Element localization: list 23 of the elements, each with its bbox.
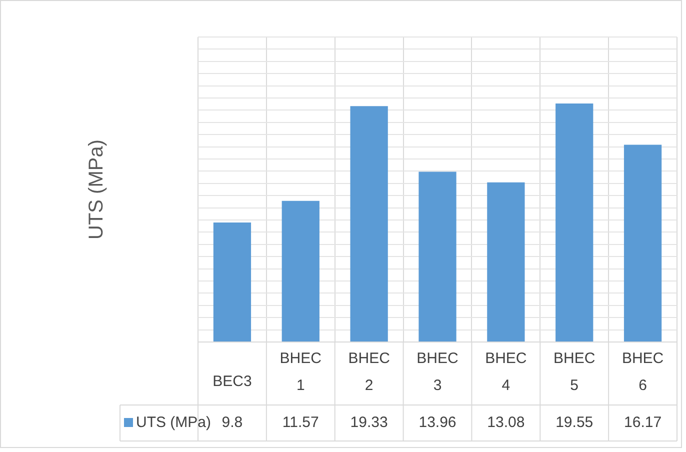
x-tick-label: BHEC 2 [348,350,390,394]
x-tick-label: BHEC 5 [554,350,596,394]
x-tick-label: BHEC 4 [485,350,527,394]
legend-label: UTS (MPa) [136,414,212,432]
data-label: 13.96 [418,414,456,432]
data-label: 19.33 [350,414,388,432]
data-label: 19.55 [556,414,594,432]
bar [556,103,594,342]
data-label: 9.8 [222,414,243,432]
data-label: 16.17 [624,414,662,432]
x-tick-label: BHEC 3 [416,350,458,394]
x-tick-label: BEC3 [212,373,252,390]
bar [213,222,252,342]
bar [624,144,662,342]
x-tick-label: BHEC 6 [622,350,664,394]
bar [282,200,320,342]
bar [350,106,388,342]
data-label: 13.08 [487,414,525,432]
x-tick-label: BHEC 1 [280,350,322,394]
bar [418,172,456,342]
y-axis-title: UTS (MPa) [86,140,108,240]
bar [487,182,525,342]
data-label: 11.57 [282,414,319,432]
